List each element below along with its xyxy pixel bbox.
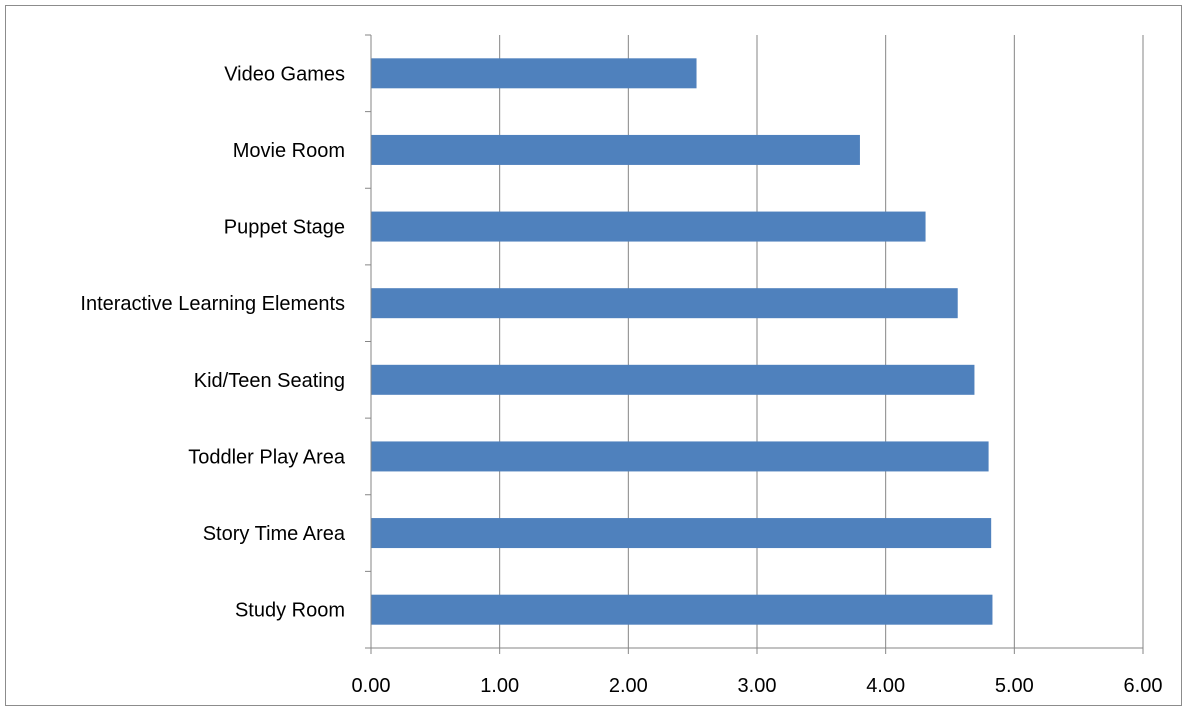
bar — [371, 364, 975, 395]
x-tick-label: 6.00 — [1124, 675, 1163, 697]
bars — [371, 58, 993, 625]
x-tick-label: 2.00 — [609, 675, 648, 697]
bar — [371, 594, 993, 625]
bar — [371, 288, 958, 319]
x-tick-label: 5.00 — [995, 675, 1034, 697]
category-label: Puppet Stage — [224, 217, 345, 239]
bar — [371, 441, 989, 472]
x-tick-label: 0.00 — [352, 675, 391, 697]
labels: 0.00 1.00 2.00 3.00 4.00 5.00 6.00 Video Games M… — [80, 63, 1162, 697]
category-label: Kid/Teen Seating — [194, 370, 345, 392]
bar — [371, 134, 860, 165]
gridlines — [499, 35, 1144, 648]
x-tick-label: 1.00 — [480, 675, 519, 697]
category-label: Study Room — [235, 600, 345, 622]
category-label: Interactive Learning Elements — [80, 293, 345, 315]
axes — [365, 34, 1144, 654]
bar — [371, 211, 926, 242]
category-label: Story Time Area — [203, 523, 346, 545]
category-label: Video Games — [224, 63, 345, 85]
x-tick-label: 4.00 — [866, 675, 905, 697]
bar — [371, 58, 697, 89]
category-label: Movie Room — [233, 140, 345, 162]
chart-frame — [5, 5, 1182, 706]
bar — [371, 518, 992, 549]
x-tick-label: 3.00 — [738, 675, 777, 697]
category-label: Toddler Play Area — [188, 446, 346, 468]
